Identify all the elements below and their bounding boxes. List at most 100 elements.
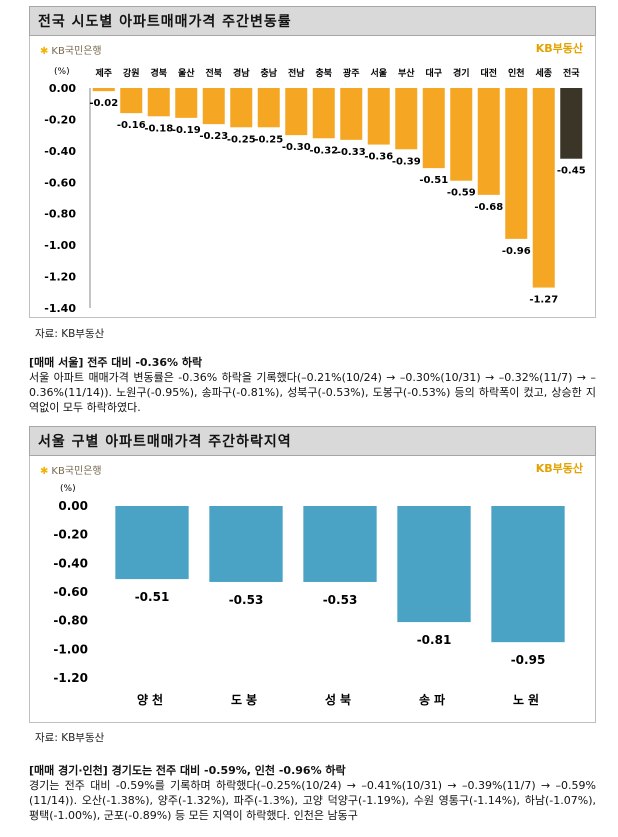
seoul-heading: [매매 서울] 전주 대비 -0.36% 하락 xyxy=(29,356,203,369)
kb-bank-logo: ✱ KB국민은행 xyxy=(40,46,102,57)
gyeonggi-heading: [매매 경기·인천] 경기도는 전주 대비 -0.59%, 인천 -0.96% … xyxy=(29,764,346,777)
kb-bank-logo: ✱ KB국민은행 xyxy=(40,466,102,477)
data-label: -0.32 xyxy=(309,145,338,156)
chart1-panel: 전국 시도별 아파트매매가격 주간변동률 ✱ KB국민은행 KB부동산 (%) 0… xyxy=(29,6,596,318)
chart2-unit: (%) xyxy=(60,484,76,494)
chart1-source: 자료: KB부동산 xyxy=(35,328,105,340)
chart2-panel: 서울 구별 아파트매매가격 주간하락지역 ✱ KB국민은행 KB부동산 (%) 0… xyxy=(29,426,596,723)
bar xyxy=(491,506,565,643)
data-label: -0.30 xyxy=(282,142,311,153)
bar xyxy=(175,88,198,118)
data-label: -0.18 xyxy=(144,123,173,134)
data-label: -1.27 xyxy=(529,295,558,306)
category-label: 대전 xyxy=(480,67,497,79)
data-label: -0.02 xyxy=(89,98,118,109)
kb-star-icon: ✱ xyxy=(40,466,49,477)
y-tick-label: -1.40 xyxy=(44,302,76,315)
category-label: 충남 xyxy=(260,67,277,79)
data-label: -0.59 xyxy=(447,188,476,199)
category-label: 전북 xyxy=(205,67,222,79)
data-label: -0.36 xyxy=(364,152,393,163)
bar xyxy=(312,88,335,139)
data-label: -0.68 xyxy=(474,202,503,213)
chart2-title: 서울 구별 아파트매매가격 주간하락지역 xyxy=(29,426,596,456)
y-tick-label: -1.00 xyxy=(53,642,88,656)
bar xyxy=(505,88,528,239)
bar xyxy=(395,88,418,150)
category-label: 광주 xyxy=(343,67,360,79)
y-tick-label: -0.20 xyxy=(53,528,88,542)
bar xyxy=(257,88,280,128)
data-label: -0.51 xyxy=(419,175,448,186)
y-tick-label: -0.40 xyxy=(53,556,88,570)
bar xyxy=(209,506,283,582)
data-label: -0.19 xyxy=(172,125,201,136)
bar xyxy=(560,88,583,159)
y-tick-label: -0.60 xyxy=(44,176,76,189)
category-label: 제주 xyxy=(95,67,112,79)
category-label: 전국 xyxy=(563,67,580,79)
category-label: 노원 xyxy=(513,693,543,707)
data-label: -0.96 xyxy=(502,246,531,257)
y-tick-label: -0.60 xyxy=(53,585,88,599)
chart1-plot: (%) 0.00 -0.20 -0.40 -0.60 -0.80 -1.00 -1.20 -1… xyxy=(44,67,586,315)
bar xyxy=(422,88,445,169)
y-tick-label: -0.80 xyxy=(53,614,88,628)
data-label: -0.95 xyxy=(511,653,546,667)
seoul-paragraph: [매매 서울] 전주 대비 -0.36% 하락 서울 아파트 매매가격 변동률은… xyxy=(29,355,596,415)
category-label: 강원 xyxy=(123,67,140,79)
data-label: -0.53 xyxy=(323,593,358,607)
bar xyxy=(115,506,189,580)
data-label: -0.39 xyxy=(392,156,421,167)
chart2-plot: (%) 0.00 -0.20 -0.40 -0.60 -0.80 -1.00 -1.20 -0… xyxy=(53,484,565,707)
bar xyxy=(450,88,473,181)
data-label: -0.81 xyxy=(417,633,452,647)
chart1-unit: (%) xyxy=(54,67,70,77)
gyeonggi-text: 경기는 전주 대비 -0.59%를 기록하며 하락했다(–0.25%(10/24… xyxy=(29,779,596,822)
bar xyxy=(477,88,500,195)
category-label: 경기 xyxy=(453,67,470,79)
y-tick-label: -0.20 xyxy=(44,113,76,126)
category-label: 부산 xyxy=(398,67,415,79)
chart1-title: 전국 시도별 아파트매매가격 주간변동률 xyxy=(29,6,596,36)
data-label: -0.25 xyxy=(227,134,256,145)
y-tick-label: -1.20 xyxy=(44,271,76,284)
gyeonggi-paragraph: [매매 경기·인천] 경기도는 전주 대비 -0.59%, 인천 -0.96% … xyxy=(29,763,596,823)
category-label: 송파 xyxy=(419,692,449,707)
category-label: 울산 xyxy=(178,67,195,79)
bar xyxy=(92,88,115,92)
y-tick-label: -1.20 xyxy=(53,671,88,685)
bar xyxy=(532,88,555,288)
y-tick-label: 0.00 xyxy=(49,82,76,95)
category-label: 세종 xyxy=(535,67,552,79)
data-label: -0.33 xyxy=(337,147,366,158)
chart1-body: ✱ KB국민은행 KB부동산 (%) 0.00 -0.20 -0.40 -0.60 -0.… xyxy=(29,36,596,318)
data-label: -0.45 xyxy=(557,166,586,177)
category-label: 성북 xyxy=(325,693,355,707)
data-label: -0.16 xyxy=(117,120,146,131)
kb-realestate-logo: KB부동산 xyxy=(535,462,583,475)
bar xyxy=(397,506,471,623)
data-label: -0.25 xyxy=(254,134,283,145)
bar xyxy=(230,88,253,128)
kb-star-icon: ✱ xyxy=(40,46,49,57)
chart2-source: 자료: KB부동산 xyxy=(35,732,105,744)
bar xyxy=(340,88,363,140)
y-tick-label: -1.00 xyxy=(44,239,76,252)
data-label: -0.51 xyxy=(135,590,170,604)
bar xyxy=(120,88,143,114)
y-tick-label: -0.80 xyxy=(44,208,76,221)
category-label: 경남 xyxy=(233,67,250,79)
bar xyxy=(303,506,377,582)
category-label: 충북 xyxy=(315,67,332,79)
bar xyxy=(147,88,170,117)
category-label: 도봉 xyxy=(231,693,261,707)
chart2-body: ✱ KB국민은행 KB부동산 (%) 0.00 -0.20 -0.40 -0.60 -0.… xyxy=(29,456,596,723)
y-tick-label: -0.40 xyxy=(44,145,76,158)
category-label: 경북 xyxy=(150,67,167,79)
category-label: 인천 xyxy=(508,68,525,79)
y-tick-label: 0.00 xyxy=(58,499,88,513)
bar xyxy=(202,88,225,125)
kb-realestate-logo: KB부동산 xyxy=(535,42,583,55)
seoul-text: 서울 아파트 매매가격 변동률은 -0.36% 하락을 기록했다(–0.21%(… xyxy=(29,371,596,414)
